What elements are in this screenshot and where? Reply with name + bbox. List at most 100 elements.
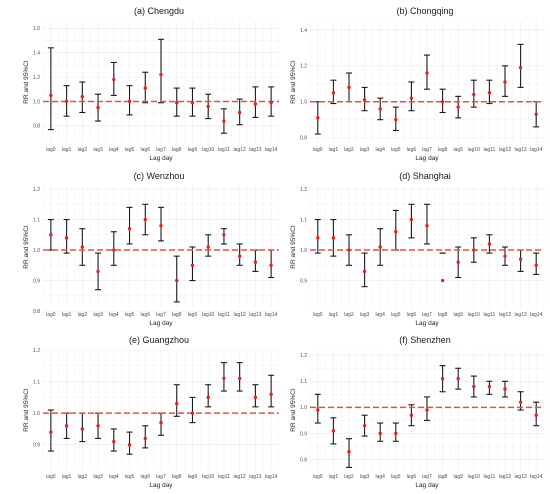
data-point bbox=[378, 107, 382, 111]
x-tick-label: lag11 bbox=[483, 312, 495, 318]
x-tick-label: lag5 bbox=[125, 474, 135, 480]
y-tick-label: 1.2 bbox=[33, 348, 40, 354]
y-tick-label: 1.0 bbox=[33, 411, 40, 417]
panel-title: (a) Chengdu bbox=[134, 6, 184, 16]
x-tick-label: lag8 bbox=[172, 147, 182, 153]
data-point bbox=[64, 424, 69, 428]
data-point bbox=[96, 105, 100, 110]
x-tick-label: lag3 bbox=[93, 312, 103, 318]
x-tick-label: lag14 bbox=[265, 147, 277, 153]
data-point bbox=[237, 376, 242, 381]
data-point bbox=[425, 223, 429, 228]
data-point bbox=[409, 96, 414, 100]
x-tick-label: lag1 bbox=[62, 312, 72, 318]
data-point bbox=[331, 91, 336, 95]
x-tick-label: lag0 bbox=[313, 312, 323, 318]
y-tick-label: 0.8 bbox=[33, 309, 40, 315]
data-point bbox=[378, 245, 382, 249]
data-point bbox=[425, 71, 429, 75]
data-point bbox=[143, 86, 147, 90]
x-tick-label: lag13 bbox=[249, 147, 261, 153]
x-tick-label: lag11 bbox=[218, 147, 230, 153]
y-tick-label: 0.8 bbox=[300, 457, 307, 463]
x-tick-label: lag1 bbox=[329, 147, 339, 153]
x-axis-label: Lag day bbox=[415, 320, 439, 327]
data-point bbox=[425, 408, 429, 412]
x-tick-label: lag10 bbox=[468, 147, 480, 153]
x-tick-label: lag9 bbox=[453, 312, 463, 318]
y-tick-label: 1.4 bbox=[33, 51, 40, 57]
data-point bbox=[440, 278, 445, 283]
data-point bbox=[394, 117, 398, 122]
x-tick-label: lag5 bbox=[391, 147, 401, 153]
data-point bbox=[49, 430, 53, 434]
x-tick-label: lag9 bbox=[188, 147, 198, 153]
x-tick-label: lag7 bbox=[422, 474, 432, 480]
x-tick-label: lag13 bbox=[249, 312, 261, 318]
x-tick-label: lag3 bbox=[360, 147, 370, 153]
x-tick-label: lag11 bbox=[483, 147, 495, 153]
x-tick-label: lag13 bbox=[514, 312, 526, 318]
data-point bbox=[80, 94, 85, 99]
panel-0: (a) Chengdu 0.8 1.0 1.2 1.4 1.6 lag0 lag1 lag2 la… bbox=[23, 6, 280, 162]
data-point bbox=[112, 439, 116, 444]
panel-title: (c) Wenzhou bbox=[134, 171, 185, 181]
x-tick-label: lag7 bbox=[156, 474, 166, 480]
x-tick-label: lag13 bbox=[514, 474, 526, 480]
x-tick-label: lag7 bbox=[156, 312, 166, 318]
y-axis-label: RR and 95%CI bbox=[23, 60, 30, 104]
data-point bbox=[347, 450, 351, 454]
x-tick-label: lag9 bbox=[453, 147, 463, 153]
data-point bbox=[394, 230, 398, 234]
data-point bbox=[331, 236, 336, 240]
x-tick-label: lag7 bbox=[156, 147, 166, 153]
data-point bbox=[190, 411, 195, 415]
x-tick-label: lag3 bbox=[93, 147, 103, 153]
x-tick-label: lag8 bbox=[438, 474, 448, 480]
x-tick-label: lag9 bbox=[188, 474, 198, 480]
y-axis-label: RR and 95%CI bbox=[23, 388, 30, 432]
y-tick-label: 1.1 bbox=[300, 217, 307, 223]
data-point bbox=[159, 223, 163, 228]
x-tick-label: lag8 bbox=[438, 147, 448, 153]
panel-title: (e) Guangzhou bbox=[129, 335, 189, 345]
y-tick-label: 1.0 bbox=[33, 248, 40, 254]
data-point bbox=[518, 65, 523, 70]
data-point bbox=[472, 384, 476, 389]
x-tick-label: lag6 bbox=[407, 147, 417, 153]
x-tick-label: lag11 bbox=[218, 474, 230, 480]
panel-title: (f) Shenzhen bbox=[399, 335, 451, 345]
data-point bbox=[237, 110, 242, 115]
data-point bbox=[112, 77, 116, 82]
x-tick-label: lag7 bbox=[422, 312, 432, 318]
x-tick-label: lag11 bbox=[218, 312, 230, 318]
x-tick-label: lag6 bbox=[141, 147, 151, 153]
x-tick-label: lag0 bbox=[46, 147, 56, 153]
y-tick-label: 1.0 bbox=[300, 248, 307, 254]
y-tick-label: 0.9 bbox=[300, 431, 307, 437]
data-point bbox=[190, 101, 195, 105]
x-tick-label: lag5 bbox=[125, 312, 135, 318]
x-tick-label: lag14 bbox=[530, 312, 542, 318]
x-axis-label: Lag day bbox=[149, 320, 173, 327]
x-tick-label: lag2 bbox=[344, 474, 354, 480]
data-point bbox=[316, 408, 320, 412]
x-tick-label: lag2 bbox=[344, 147, 354, 153]
data-point bbox=[331, 429, 336, 433]
y-tick-label: 1.2 bbox=[300, 353, 307, 359]
data-point bbox=[440, 100, 445, 104]
x-tick-label: lag12 bbox=[499, 312, 511, 318]
x-tick-label: lag12 bbox=[499, 474, 511, 480]
panel-4: (e) Guangzhou 0.9 1.0 1.1 1.2 lag0 lag1 lag2 lag… bbox=[23, 335, 280, 489]
x-tick-label: lag0 bbox=[46, 312, 56, 318]
x-tick-label: lag12 bbox=[499, 147, 511, 153]
data-point bbox=[269, 101, 273, 105]
data-point bbox=[362, 269, 367, 274]
data-point bbox=[159, 420, 163, 425]
y-tick-label: 1.0 bbox=[33, 99, 40, 105]
x-tick-label: lag2 bbox=[78, 474, 88, 480]
x-tick-label: lag8 bbox=[172, 474, 182, 480]
y-tick-label: 0.9 bbox=[300, 278, 307, 284]
x-tick-label: lag2 bbox=[78, 147, 88, 153]
